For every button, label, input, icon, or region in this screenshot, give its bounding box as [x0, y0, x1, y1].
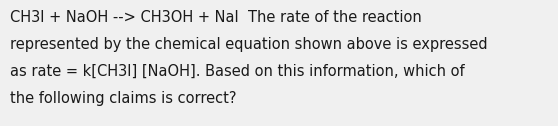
Text: represented by the chemical equation shown above is expressed: represented by the chemical equation sho… — [10, 37, 488, 52]
Text: the following claims is correct?: the following claims is correct? — [10, 91, 237, 106]
Text: CH3I + NaOH --> CH3OH + NaI  The rate of the reaction: CH3I + NaOH --> CH3OH + NaI The rate of … — [10, 10, 422, 25]
Text: as rate = k[CH3I] [NaOH]. Based on this information, which of: as rate = k[CH3I] [NaOH]. Based on this … — [10, 64, 465, 79]
